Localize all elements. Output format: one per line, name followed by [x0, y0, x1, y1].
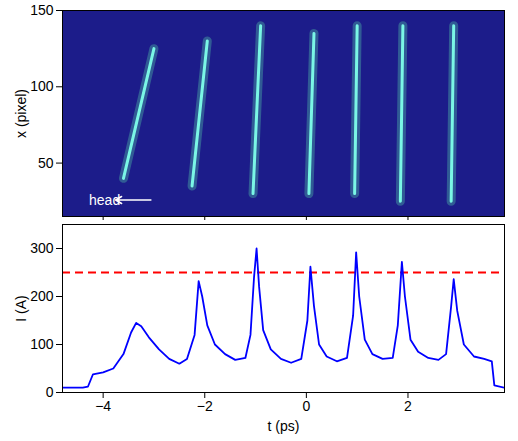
svg-text:150: 150 — [30, 2, 54, 18]
svg-text:I (A): I (A) — [13, 295, 29, 321]
svg-text:100: 100 — [30, 78, 54, 94]
svg-text:−4: −4 — [95, 398, 111, 414]
svg-text:x (pixel): x (pixel) — [13, 89, 29, 138]
svg-text:50: 50 — [38, 155, 54, 171]
svg-text:t (ps): t (ps) — [268, 418, 300, 434]
svg-text:200: 200 — [30, 288, 54, 304]
svg-text:head: head — [89, 191, 121, 208]
svg-text:100: 100 — [30, 336, 54, 352]
svg-text:−2: −2 — [197, 398, 213, 414]
svg-text:0: 0 — [302, 398, 310, 414]
svg-text:0: 0 — [46, 384, 54, 400]
svg-text:2: 2 — [404, 398, 412, 414]
svg-text:300: 300 — [30, 240, 54, 256]
